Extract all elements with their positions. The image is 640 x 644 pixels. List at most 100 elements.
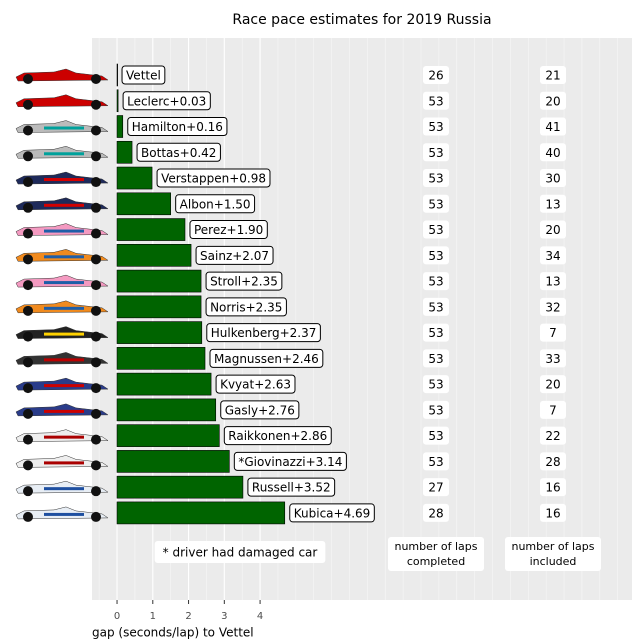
x-tick-label: 1	[150, 611, 156, 622]
bar	[116, 398, 217, 422]
value-label-group: Magnussen+2.46	[209, 348, 324, 368]
bar	[116, 475, 244, 499]
count-box	[540, 503, 566, 522]
column-header-box	[505, 537, 601, 571]
value-label-box	[289, 503, 375, 523]
count-box	[540, 297, 566, 316]
count-box	[540, 91, 566, 110]
car-icon	[15, 68, 109, 84]
car-wheel	[91, 254, 101, 265]
car-wheel	[23, 74, 33, 84]
count-box	[423, 220, 449, 239]
value-label: Kvyat+2.63	[220, 378, 291, 392]
bar	[116, 166, 153, 190]
bar	[116, 372, 212, 396]
count-label: 21	[545, 69, 560, 83]
bar	[116, 244, 192, 267]
car-wheel	[91, 408, 101, 419]
value-label: Norris+2.35	[210, 300, 282, 314]
count-box	[423, 297, 449, 316]
car-wheel	[23, 202, 33, 213]
x-axis-label: gap (seconds/lap) to Vettel	[92, 626, 254, 640]
car-stripe	[44, 487, 84, 491]
count-label: 53	[428, 197, 443, 211]
count-label: 16	[545, 506, 560, 520]
car-icon	[15, 120, 109, 136]
value-label-group: Verstappen+0.98	[156, 168, 271, 188]
car-wheel	[91, 331, 101, 342]
car-stripe	[44, 435, 84, 439]
car-stripe	[44, 126, 84, 130]
car-stripe	[44, 75, 84, 78]
bar	[116, 295, 202, 319]
car-stripe	[44, 332, 84, 336]
count-label: 53	[428, 120, 443, 134]
value-label-group: Kubica+4.69	[289, 503, 375, 523]
value-label: Magnussen+2.46	[214, 352, 319, 366]
car-wheel	[23, 254, 33, 265]
value-label-group: Vettel	[121, 65, 166, 85]
count-box	[540, 478, 566, 497]
car-icon	[15, 352, 109, 368]
value-label-group: Russell+3.52	[247, 477, 336, 497]
bar	[116, 89, 119, 113]
car-wheel	[23, 280, 33, 291]
bar	[116, 115, 124, 138]
column-header: number of laps	[511, 540, 594, 553]
count-label: 20	[545, 378, 560, 392]
count-box	[540, 117, 566, 136]
value-label-box	[205, 271, 283, 291]
x-tick-label: 2	[185, 611, 191, 622]
car-wheel	[23, 125, 33, 136]
value-label-group: Perez+1.90	[189, 220, 268, 240]
value-label-group: Hulkenberg+2.37	[206, 323, 321, 343]
count-label: 53	[428, 352, 443, 366]
count-box	[540, 246, 566, 265]
value-label-box	[156, 168, 271, 188]
value-label-box	[205, 297, 287, 317]
car-wheel	[91, 177, 101, 188]
car-wheel	[91, 202, 101, 213]
car-stripe	[44, 178, 84, 182]
car-wheel	[23, 357, 33, 368]
column-header-box	[388, 537, 484, 571]
count-box	[423, 478, 449, 497]
value-label-box	[122, 91, 211, 111]
bar	[116, 450, 230, 473]
value-label-group: Leclerc+0.03	[122, 91, 211, 111]
car-wheel	[23, 460, 33, 471]
count-box	[423, 452, 449, 471]
count-label: 28	[545, 455, 560, 469]
count-box	[423, 426, 449, 445]
count-label: 40	[545, 146, 560, 160]
car-stripe	[44, 461, 84, 465]
value-label-box	[206, 323, 321, 343]
car-stripe	[44, 152, 84, 156]
count-box	[423, 66, 449, 84]
car-stripe	[44, 281, 84, 285]
car-wheel	[91, 280, 101, 291]
count-box	[540, 400, 566, 419]
car-icon	[15, 171, 109, 188]
car-wheel	[91, 74, 101, 84]
value-label-box	[223, 426, 332, 446]
car-icon	[15, 249, 109, 265]
count-label: 53	[428, 275, 443, 289]
count-label: 53	[428, 94, 443, 108]
value-label-box	[220, 400, 300, 420]
value-label: Sainz+2.07	[200, 249, 269, 263]
bar	[116, 218, 186, 241]
count-label: 20	[545, 94, 560, 108]
count-label: 53	[428, 300, 443, 314]
count-label: 53	[428, 172, 443, 186]
count-box	[423, 169, 449, 188]
car-stripe	[44, 409, 84, 413]
car-icon	[15, 223, 109, 239]
bar	[116, 192, 171, 216]
value-label-box	[209, 348, 324, 368]
car-stripe	[44, 512, 84, 516]
bar	[116, 140, 133, 164]
car-icon	[15, 197, 109, 213]
count-label: 28	[428, 506, 443, 520]
bar	[116, 269, 202, 293]
